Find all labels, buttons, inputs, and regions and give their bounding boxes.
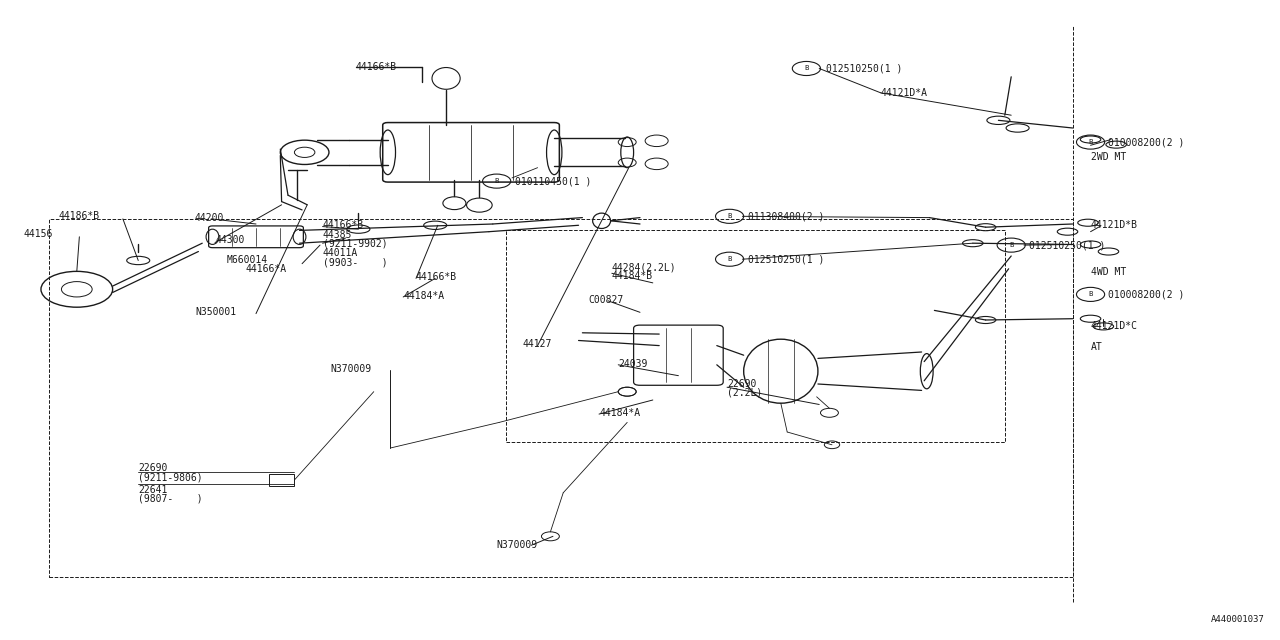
- Text: 012510250(1 ): 012510250(1 ): [748, 254, 824, 264]
- FancyBboxPatch shape: [634, 325, 723, 385]
- Text: 44200: 44200: [195, 212, 224, 223]
- Text: 44166*A: 44166*A: [246, 264, 287, 274]
- Text: (9211-9902): (9211-9902): [323, 239, 387, 249]
- Text: (9807-    ): (9807- ): [138, 493, 202, 504]
- Text: (9903-    ): (9903- ): [323, 257, 387, 268]
- Text: 012510250(1 ): 012510250(1 ): [826, 63, 902, 74]
- FancyBboxPatch shape: [209, 226, 303, 248]
- Bar: [506, 230, 1005, 442]
- Text: 24039: 24039: [618, 358, 648, 369]
- Text: N370009: N370009: [330, 364, 371, 374]
- Text: 22690: 22690: [727, 379, 756, 389]
- Text: 44385: 44385: [323, 230, 352, 240]
- Text: 010110450(1 ): 010110450(1 ): [515, 176, 591, 186]
- Circle shape: [61, 282, 92, 297]
- Text: N370009: N370009: [497, 540, 538, 550]
- Text: 44184*A: 44184*A: [403, 291, 444, 301]
- Text: B: B: [727, 256, 732, 262]
- Text: 012510250(1 ): 012510250(1 ): [1029, 240, 1106, 250]
- Circle shape: [294, 147, 315, 157]
- Text: B: B: [727, 213, 732, 220]
- Text: 22641: 22641: [138, 484, 168, 495]
- Text: B: B: [494, 178, 499, 184]
- Text: 44121D*C: 44121D*C: [1091, 321, 1138, 332]
- Text: 44184*A: 44184*A: [599, 408, 640, 418]
- Text: 22690: 22690: [138, 463, 168, 474]
- Text: AT: AT: [1091, 342, 1102, 352]
- Text: B: B: [804, 65, 809, 72]
- Text: 44300: 44300: [215, 235, 244, 245]
- Text: B: B: [1009, 242, 1014, 248]
- FancyBboxPatch shape: [383, 122, 559, 182]
- Text: 44121D*B: 44121D*B: [1091, 220, 1138, 230]
- Bar: [49, 219, 1073, 577]
- Text: 010008200(2 ): 010008200(2 ): [1108, 289, 1185, 300]
- Text: B: B: [1088, 139, 1093, 145]
- Text: 44166*B: 44166*B: [416, 272, 457, 282]
- Circle shape: [618, 387, 636, 396]
- Text: (9211-9806): (9211-9806): [138, 472, 202, 483]
- Text: (2.2L): (2.2L): [727, 388, 763, 398]
- Text: 44011A: 44011A: [323, 248, 358, 259]
- Text: 44284(2.2L): 44284(2.2L): [612, 262, 676, 273]
- Text: 010008200(2 ): 010008200(2 ): [1108, 137, 1185, 147]
- Bar: [269, 474, 294, 486]
- Text: 44166*B: 44166*B: [356, 62, 397, 72]
- Text: 44186*B: 44186*B: [59, 211, 100, 221]
- Text: 2WD MT: 2WD MT: [1091, 152, 1126, 162]
- Text: N350001: N350001: [196, 307, 237, 317]
- Text: 44121D*A: 44121D*A: [881, 88, 928, 98]
- Text: 44184*B: 44184*B: [612, 271, 653, 282]
- Text: M660014: M660014: [227, 255, 268, 265]
- Text: 44166*B: 44166*B: [323, 220, 364, 230]
- Text: 011308400(2 ): 011308400(2 ): [748, 211, 824, 221]
- Text: C00827: C00827: [589, 294, 625, 305]
- Text: 44156: 44156: [23, 228, 52, 239]
- Text: B: B: [1088, 291, 1093, 298]
- Text: 4WD MT: 4WD MT: [1091, 267, 1126, 277]
- Text: 44127: 44127: [522, 339, 552, 349]
- Text: A440001037: A440001037: [1211, 615, 1265, 624]
